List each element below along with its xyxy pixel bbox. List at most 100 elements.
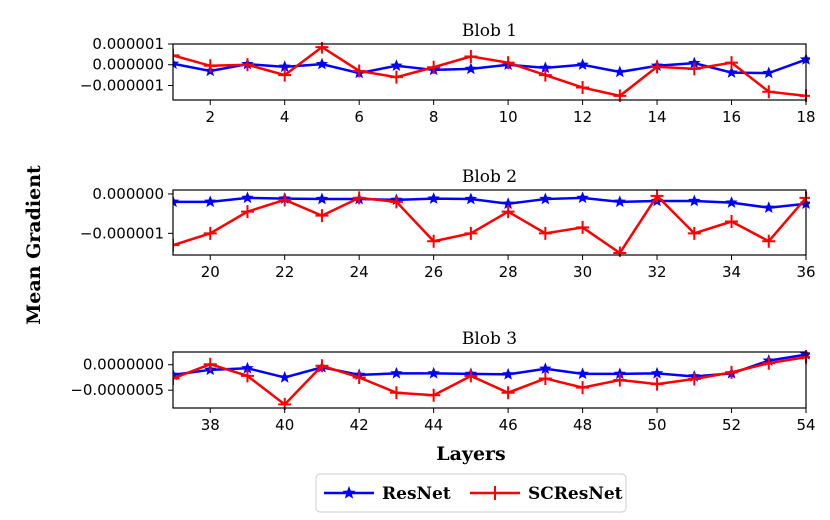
x-axis-label: Layers bbox=[436, 443, 506, 465]
x-tick-label: 44 bbox=[424, 416, 443, 434]
data-point bbox=[241, 361, 254, 374]
data-point bbox=[315, 42, 329, 54]
data-point bbox=[203, 59, 217, 73]
data-point bbox=[501, 205, 515, 219]
series-line bbox=[173, 58, 807, 75]
x-tick-label: 48 bbox=[573, 416, 592, 434]
x-tick-label: 4 bbox=[280, 108, 290, 126]
data-point bbox=[352, 370, 366, 384]
data-point bbox=[613, 373, 627, 387]
data-point bbox=[576, 367, 589, 380]
series-scresnet bbox=[173, 42, 810, 102]
data-point bbox=[389, 195, 403, 209]
data-point bbox=[725, 365, 739, 379]
data-point bbox=[762, 234, 776, 248]
data-point bbox=[501, 367, 515, 380]
axes-frame bbox=[172, 189, 807, 256]
x-tick-label: 12 bbox=[573, 108, 592, 126]
data-point bbox=[613, 195, 627, 208]
data-point bbox=[501, 197, 515, 210]
y-tick-label: 0.000000 bbox=[92, 56, 164, 74]
data-point bbox=[538, 68, 552, 82]
x-tick-label: 52 bbox=[722, 416, 741, 434]
data-point bbox=[613, 246, 627, 257]
data-point bbox=[203, 226, 217, 240]
data-point bbox=[762, 356, 776, 370]
star-marker-icon bbox=[342, 486, 356, 499]
data-point bbox=[464, 369, 478, 383]
data-point bbox=[427, 234, 441, 248]
x-tick-label: 46 bbox=[499, 416, 518, 434]
x-tick-label: 6 bbox=[354, 108, 364, 126]
data-point bbox=[278, 68, 292, 82]
data-point bbox=[315, 57, 329, 70]
legend-label-scresnet: SCResNet bbox=[528, 484, 623, 504]
y-tick-label: 0.000001 bbox=[92, 35, 164, 53]
data-point bbox=[538, 371, 552, 385]
subplots: Blob 12 4 6 8 10 12 14 16 180.0000010.000000−0.0… bbox=[70, 21, 815, 434]
data-point bbox=[315, 192, 329, 205]
data-point bbox=[389, 386, 403, 400]
data-point bbox=[725, 56, 739, 70]
data-point bbox=[427, 60, 441, 74]
data-point bbox=[539, 362, 552, 375]
series-scresnet bbox=[173, 350, 810, 410]
data-point bbox=[240, 369, 254, 383]
legend: ResNet SCResNet bbox=[315, 473, 627, 513]
data-point bbox=[538, 226, 552, 240]
series-line bbox=[173, 353, 807, 379]
data-point bbox=[173, 371, 180, 385]
data-point bbox=[725, 66, 738, 78]
x-tick-label: 38 bbox=[201, 416, 220, 434]
data-point bbox=[613, 367, 627, 380]
data-point bbox=[352, 64, 366, 78]
series-line bbox=[173, 193, 807, 255]
data-point bbox=[650, 189, 664, 203]
data-point bbox=[576, 381, 590, 395]
data-point bbox=[173, 48, 180, 62]
data-point bbox=[650, 366, 664, 379]
legend-entry-scresnet: SCResNet bbox=[470, 484, 623, 504]
data-point bbox=[278, 370, 291, 383]
data-point bbox=[464, 49, 478, 63]
data-point bbox=[762, 66, 775, 79]
data-point bbox=[464, 226, 478, 240]
data-point bbox=[173, 57, 180, 69]
data-point bbox=[799, 197, 810, 210]
x-tick-label: 22 bbox=[275, 263, 294, 281]
series-line bbox=[173, 355, 807, 407]
data-point bbox=[315, 359, 329, 373]
legend-entry-resnet: ResNet bbox=[324, 484, 451, 504]
subplot-title: Blob 1 bbox=[462, 21, 517, 41]
data-point bbox=[352, 191, 366, 205]
legend-label-resnet: ResNet bbox=[382, 484, 451, 504]
data-point bbox=[464, 62, 478, 75]
x-tick-label: 26 bbox=[424, 263, 443, 281]
data-point bbox=[687, 62, 701, 76]
series-scresnet bbox=[173, 189, 810, 257]
subplot-title: Blob 3 bbox=[462, 329, 517, 349]
subplot-1: Blob 1 2 4 6 8 10 12 14 16 18 0.000001 0.000000 −0.0… bbox=[80, 21, 816, 126]
data-point bbox=[390, 59, 403, 72]
x-tick-label: 32 bbox=[648, 263, 667, 281]
data-point bbox=[427, 192, 440, 204]
data-point bbox=[650, 377, 664, 391]
x-tick-label: 54 bbox=[796, 416, 815, 434]
x-tick-label: 10 bbox=[499, 108, 518, 126]
y-tick-label: −0.0000005 bbox=[70, 381, 164, 399]
data-point bbox=[687, 226, 701, 240]
data-point bbox=[650, 60, 664, 74]
y-tick-label: −0.000001 bbox=[80, 76, 164, 94]
data-point bbox=[725, 196, 738, 208]
data-point bbox=[427, 388, 441, 402]
data-point bbox=[241, 191, 254, 204]
plus-marker-icon bbox=[488, 486, 502, 500]
x-tick-label: 16 bbox=[722, 108, 741, 126]
series-resnet bbox=[173, 350, 810, 383]
data-point bbox=[576, 191, 589, 204]
x-tick-label: 14 bbox=[648, 108, 667, 126]
data-point bbox=[173, 195, 180, 208]
data-point bbox=[725, 215, 739, 229]
data-point bbox=[501, 386, 515, 400]
